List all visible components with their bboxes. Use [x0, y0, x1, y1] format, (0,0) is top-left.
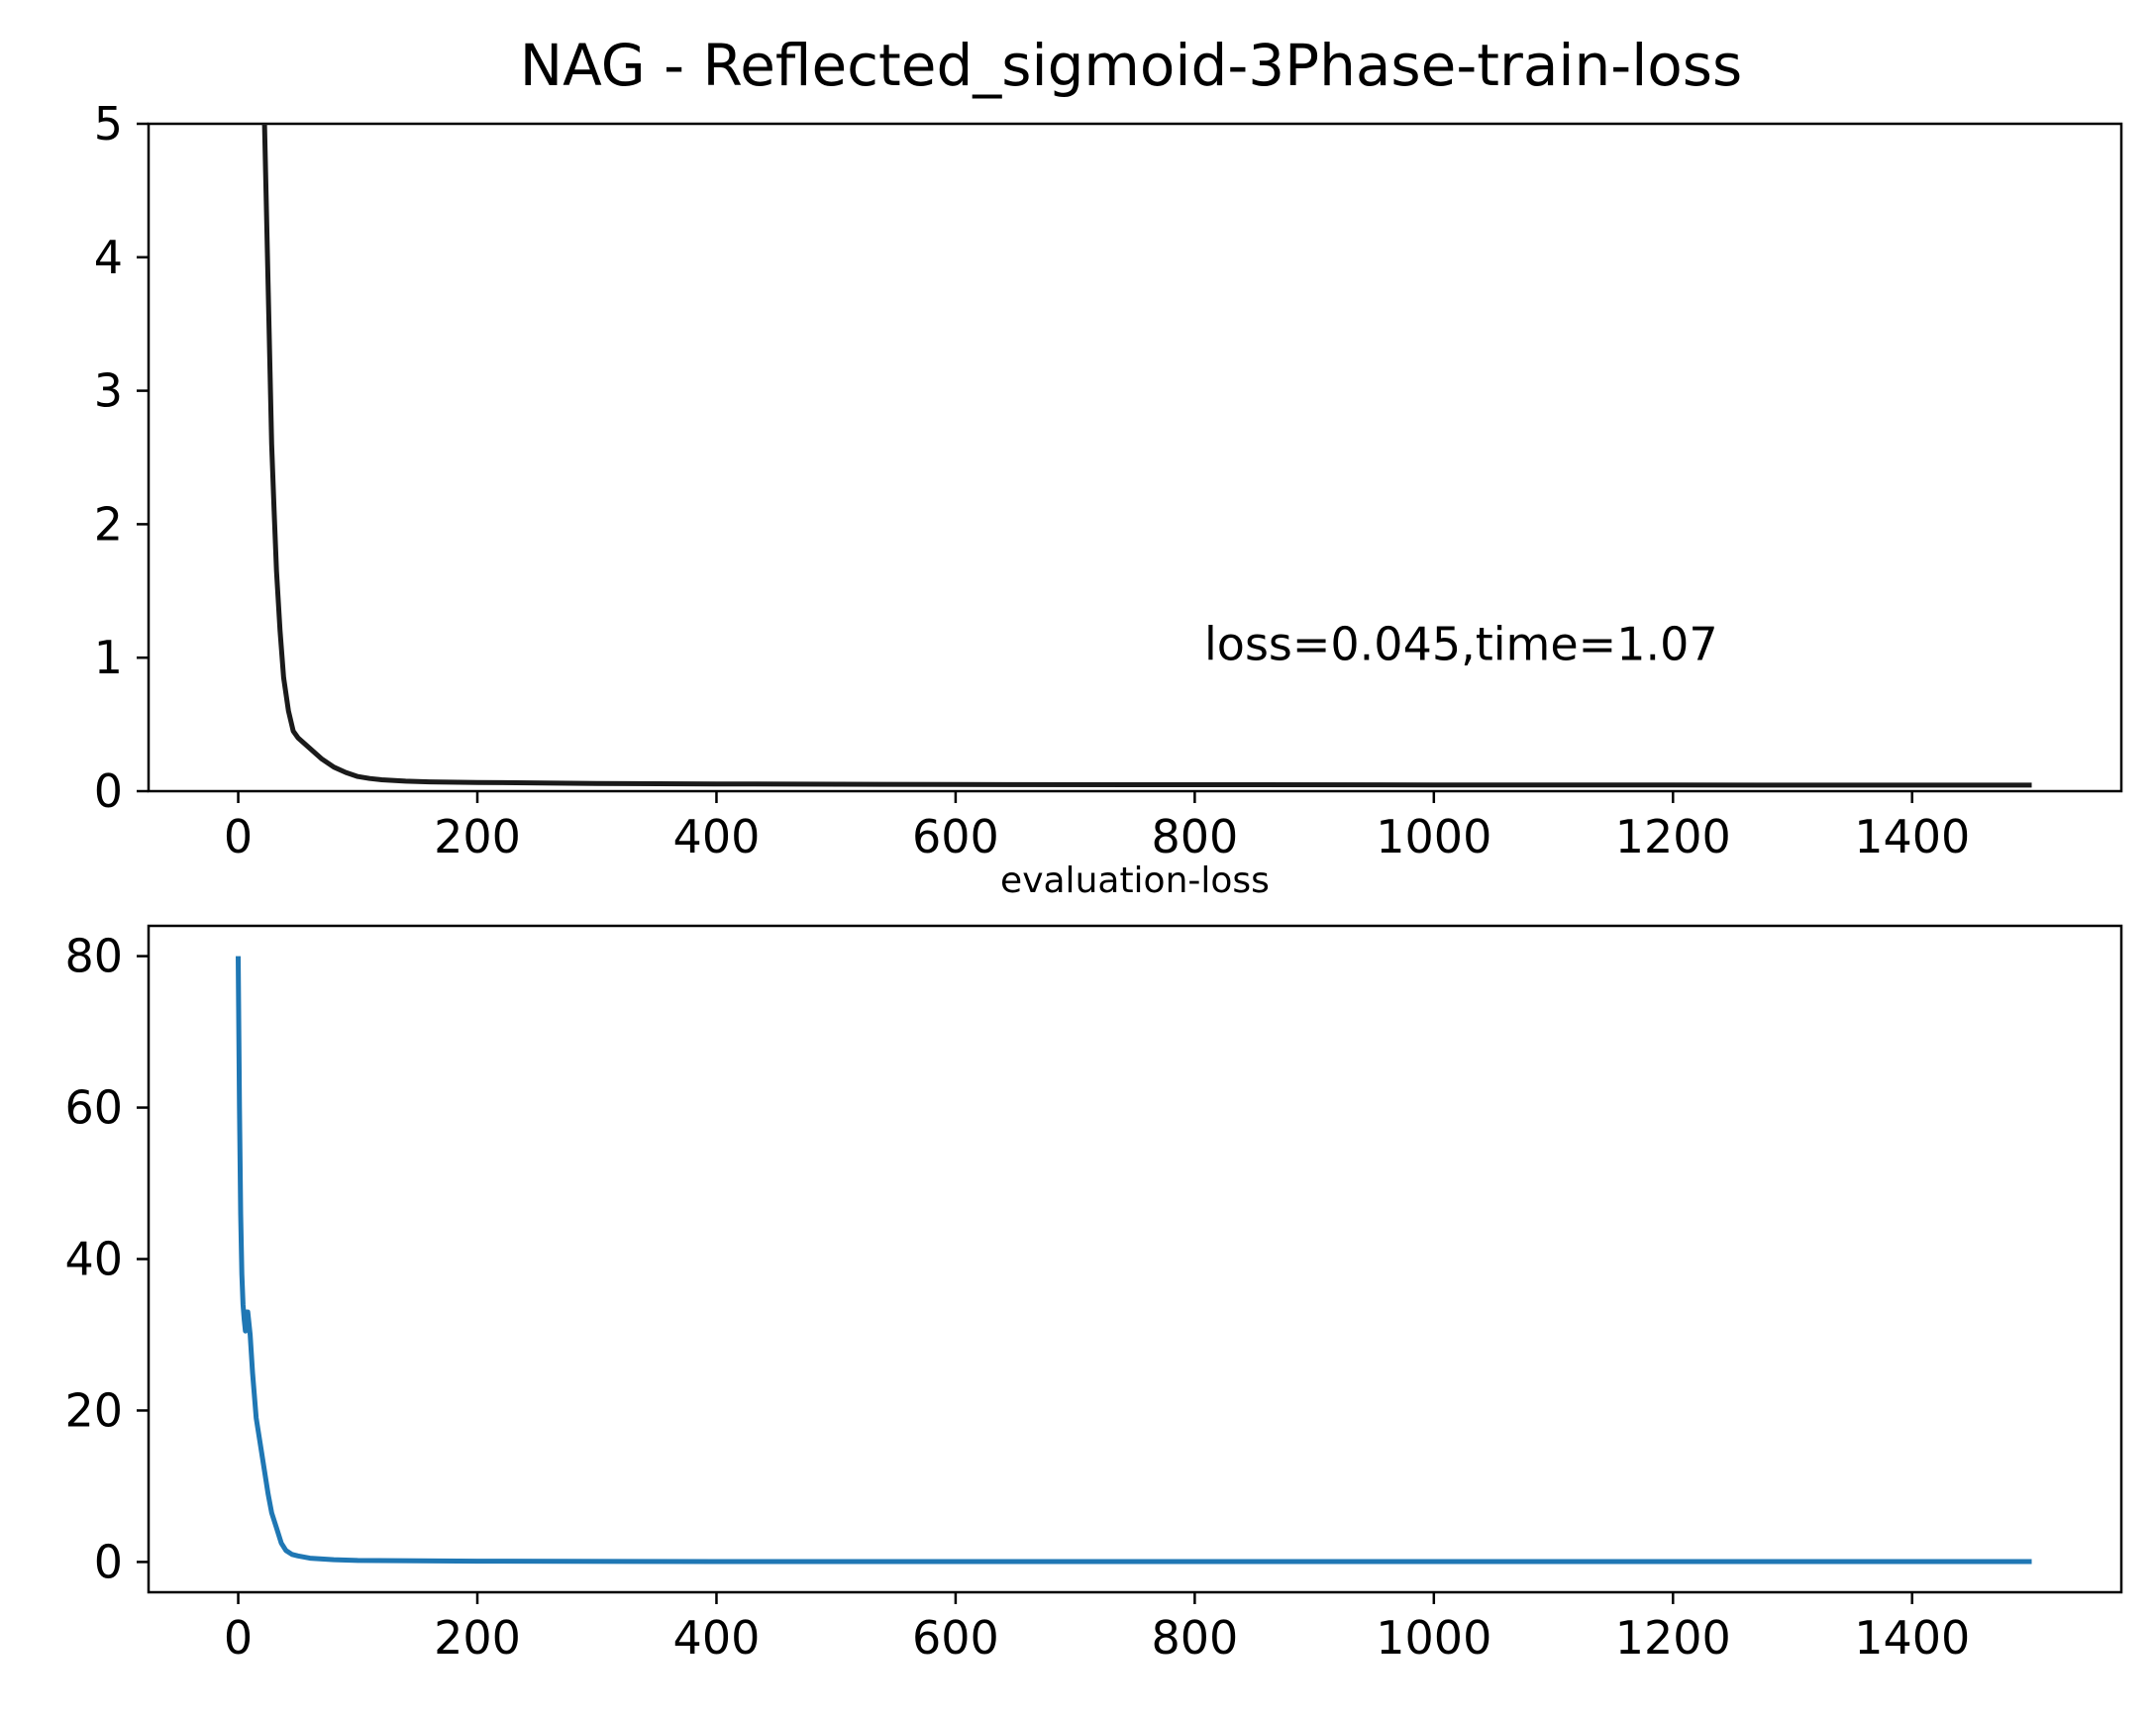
train-loss-axes-frame [147, 122, 2123, 793]
eval-x-tick-label: 1400 [1854, 1611, 1970, 1665]
train-y-tick-label: 0 [94, 764, 123, 818]
train-x-tick-label: 400 [673, 810, 761, 863]
eval-x-tick-label: 400 [673, 1611, 761, 1665]
train-x-tick-label: 800 [1151, 810, 1238, 863]
train-x-tick-label: 200 [434, 810, 521, 863]
train-x-tick-label: 1200 [1615, 810, 1731, 863]
eval-y-tick-label: 80 [64, 930, 123, 983]
train-y-tick-label: 5 [94, 97, 123, 151]
train-x-tick-label: 1000 [1376, 810, 1491, 863]
evaluation-loss-axes-frame [147, 924, 2123, 1594]
train-x-tick-label: 600 [912, 810, 999, 863]
train-loss-title: NAG - Reflected_sigmoid-3Phase-train-los… [520, 32, 1742, 99]
train-y-tick-label: 2 [94, 497, 123, 551]
train-series-line-train-loss [261, 123, 2032, 788]
eval-y-tick-label: 0 [94, 1535, 123, 1588]
eval-x-tick-label: 0 [224, 1611, 253, 1665]
eval-x-tick-label: 800 [1151, 1611, 1238, 1665]
eval-x-tick-label: 200 [434, 1611, 521, 1665]
train-x-tick-label: 1400 [1854, 810, 1970, 863]
train-loss-panel: NAG - Reflected_sigmoid-3Phase-train-los… [94, 32, 2123, 863]
evaluation-loss-title: evaluation-loss [1000, 860, 1270, 901]
eval-y-tick-label: 20 [64, 1383, 123, 1437]
eval-y-tick-label: 40 [64, 1233, 123, 1286]
eval-series-line-evaluation-loss [236, 956, 2032, 1565]
eval-y-tick-label: 60 [64, 1081, 123, 1135]
eval-x-tick-label: 1200 [1615, 1611, 1731, 1665]
train-loss-plot-area [261, 123, 2032, 788]
evaluation-loss-panel: 0 200 400 600 800 1000 1200 1400 0 20 40 60 80 eval… [64, 860, 2123, 1665]
train-y-tick-label: 1 [94, 631, 123, 684]
train-x-tick-label: 0 [224, 810, 253, 863]
eval-x-tick-label: 600 [912, 1611, 999, 1665]
train-y-tick-label: 4 [94, 231, 123, 284]
train-loss-y-ticks: 0 1 2 3 4 5 [94, 97, 149, 818]
evaluation-loss-x-ticks: 0 200 400 600 800 1000 1200 1400 [224, 1592, 1970, 1665]
evaluation-loss-plot-area [236, 956, 2032, 1565]
train-loss-annotation: loss=0.045,time=1.07 [1204, 618, 1718, 671]
train-loss-x-ticks: 0 200 400 600 800 1000 1200 1400 [224, 791, 1970, 863]
evaluation-loss-y-ticks: 0 20 40 60 80 [64, 930, 149, 1588]
eval-x-tick-label: 1000 [1376, 1611, 1491, 1665]
train-y-tick-label: 3 [94, 364, 123, 418]
